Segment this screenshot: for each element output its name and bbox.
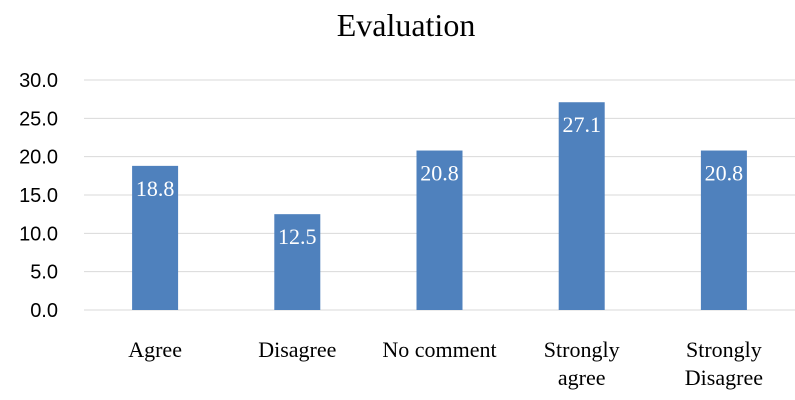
- x-category-label: Disagree: [258, 337, 336, 362]
- x-category-line: Strongly: [686, 337, 762, 362]
- bar: [558, 102, 605, 310]
- y-tick-label: 25.0: [19, 108, 58, 130]
- data-labels: 18.8 12.5 20.8 27.1 20.8: [136, 112, 743, 249]
- x-category-line: agree: [558, 365, 606, 390]
- y-tick-label: 10.0: [19, 223, 58, 245]
- data-label: 18.8: [136, 176, 175, 201]
- x-category-line: Strongly: [544, 337, 620, 362]
- bar: [700, 150, 747, 310]
- x-category-label: Agree: [128, 337, 182, 362]
- y-tick-label: 20.0: [19, 147, 58, 169]
- data-label: 20.8: [420, 161, 459, 186]
- y-tick-label: 30.0: [19, 70, 58, 92]
- x-axis-categories: Agree Disagree No comment Strongly agreeStro…: [128, 337, 763, 390]
- y-tick-label: 5.0: [30, 262, 58, 284]
- data-label: 27.1: [562, 112, 601, 137]
- x-category-line: Agree: [128, 337, 182, 362]
- y-axis-ticks: 0.0 5.0 10.0 15.0 20.0 25.0 30.0: [19, 70, 58, 322]
- data-label: 12.5: [278, 224, 317, 249]
- x-category-label: No comment: [382, 337, 496, 362]
- bar: [416, 150, 463, 310]
- x-category-line: Disagree: [258, 337, 336, 362]
- y-tick-label: 0.0: [30, 300, 58, 322]
- y-tick-label: 15.0: [19, 185, 58, 207]
- chart-title: Evaluation: [337, 7, 476, 43]
- x-category-line: Disagree: [685, 365, 763, 390]
- x-category-label: Strongly agree: [544, 337, 620, 390]
- bar: [132, 165, 179, 310]
- x-category-line: No comment: [382, 337, 496, 362]
- bar: [274, 214, 321, 310]
- bars: [132, 102, 747, 310]
- x-category-label: Strongly Disagree: [685, 337, 763, 390]
- data-label: 20.8: [705, 161, 744, 186]
